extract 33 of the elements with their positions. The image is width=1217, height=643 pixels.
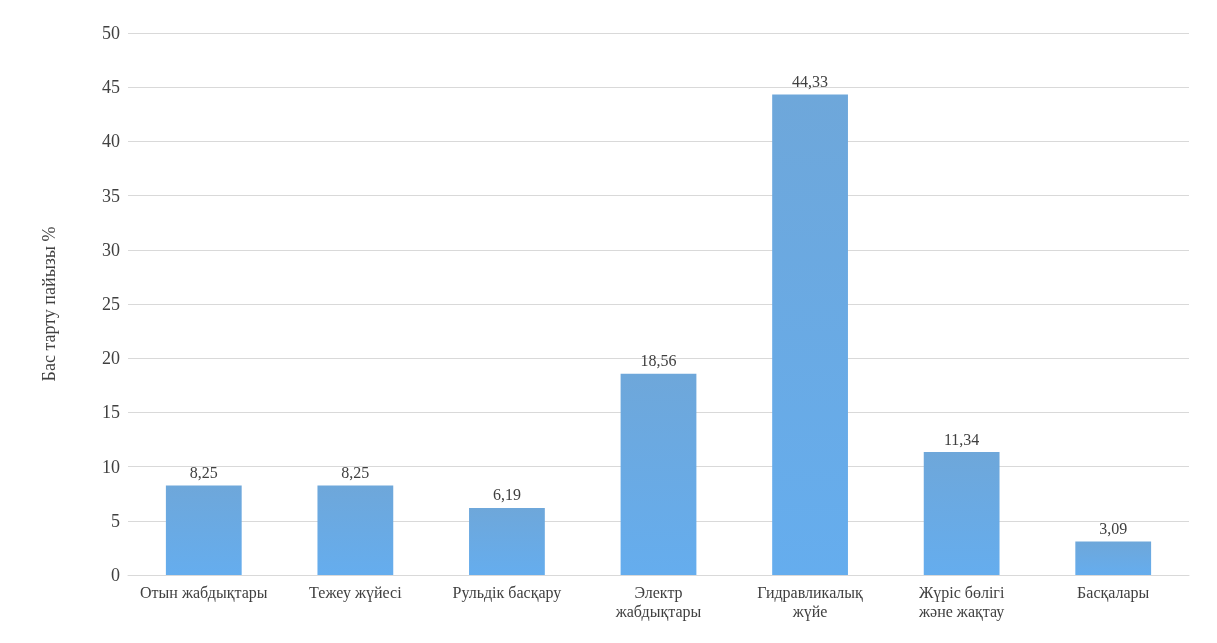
y-axis-title: Бас тарту пайызы % (39, 226, 59, 382)
x-tick-label: Электр жабдықтары (614, 584, 702, 621)
y-tick-label: 45 (102, 77, 120, 98)
bar (772, 94, 848, 575)
data-label: 3,09 (1099, 520, 1128, 537)
x-tick-label: Басқалары (1077, 584, 1150, 602)
data-label: 6,19 (492, 486, 521, 504)
y-tick-label: 25 (102, 294, 120, 314)
y-tick-label: 35 (102, 185, 120, 206)
bar (317, 485, 394, 575)
y-tick-label: 15 (102, 402, 120, 423)
y-tick-label: 30 (102, 239, 120, 260)
x-tick-label: Отын жабдықтары (140, 584, 268, 602)
bar (165, 485, 242, 575)
data-label: 18,56 (640, 352, 677, 370)
x-tick-label: Жүріс бөлігі және жақтау (918, 584, 1005, 621)
data-label: 44,33 (792, 72, 829, 90)
data-label: 8,25 (189, 464, 218, 482)
data-label: 11,34 (943, 430, 980, 448)
y-tick-label: 0 (111, 565, 120, 585)
x-tick-label: Гидравликалық жүйе (757, 584, 864, 621)
y-tick-label: 40 (102, 131, 120, 152)
bar (469, 507, 545, 575)
bar (620, 373, 697, 575)
data-label: 8,25 (341, 464, 370, 482)
y-tick-label: 5 (111, 510, 120, 531)
bar (923, 452, 1000, 575)
y-tick-label: 20 (102, 348, 120, 369)
y-tick-label: 50 (102, 23, 120, 43)
bar (1075, 541, 1152, 575)
y-tick-label: 10 (102, 456, 120, 477)
x-tick-label: Тежеу жүйесі (309, 584, 403, 602)
x-tick-label: Рульдік басқару (452, 584, 562, 602)
